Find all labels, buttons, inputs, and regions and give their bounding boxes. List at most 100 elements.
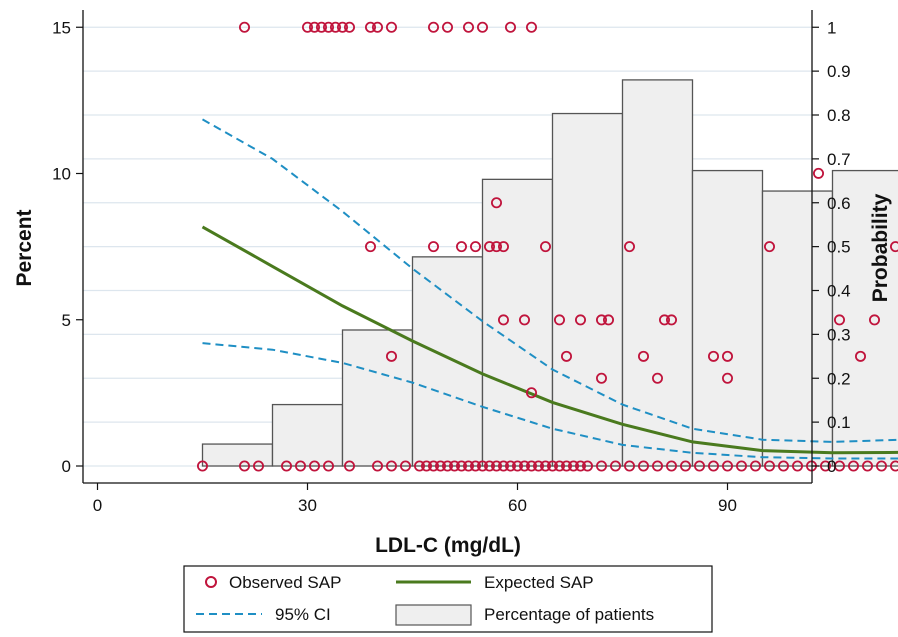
observed-point-zero-31 [554,460,566,472]
y2-tick-label-9: 0.9 [827,62,851,81]
observed-point-26 [364,241,376,253]
observed-point-zero-14 [434,460,446,472]
observed-point-zero-38 [624,460,636,472]
observed-point-16 [526,21,538,33]
histogram-bar-6 [621,79,694,467]
y2-tick-label-5: 0.5 [827,238,851,257]
observed-point-zero-11 [413,460,425,472]
observed-point-25 [497,241,509,253]
observed-point-37 [497,314,509,326]
observed-point-zero-22 [490,460,502,472]
observed-point-zero-25 [512,460,524,472]
x-tick-label-0: 0 [93,496,102,515]
observed-point-zero-5 [308,460,320,472]
observed-point-28 [455,241,467,253]
observed-point-40 [575,314,587,326]
observed-point-zero-10 [399,460,411,472]
observed-point-39 [554,314,566,326]
observed-point-zero-37 [610,460,622,472]
observed-point-42 [603,314,615,326]
observed-point-zero-44 [708,460,720,472]
histogram-bar-8 [761,190,834,467]
observed-point-14 [476,21,488,33]
tick-labels: 030609012015018021024027030005101500.10.… [52,18,851,515]
observed-point-zero-55 [862,460,874,472]
observed-point-zero-50 [792,460,804,472]
legend-bar-label: Percentage of patients [484,605,654,624]
observed-point-zero-32 [561,460,573,472]
observed-point-57 [722,372,734,384]
observed-point-zero-23 [497,460,509,472]
y-tick-label-0: 0 [62,457,71,476]
observed-point-zero-30 [547,460,559,472]
observed-point-zero-36 [596,460,608,472]
observed-point-zero-56 [876,460,888,472]
histogram-bar-1 [271,403,344,467]
observed-point-zero-49 [778,460,790,472]
observed-point-13 [462,21,474,33]
y2-tick-label-0: 0 [827,457,836,476]
observed-point-zero-21 [483,460,495,472]
observed-point-24 [490,241,502,253]
legend-observed-label: Observed SAP [229,573,341,592]
y2-tick-label-6: 0.6 [827,194,851,213]
observed-point-46 [869,314,881,326]
y-tick-label-3: 15 [52,18,71,37]
observed-point-1 [301,21,313,33]
observed-point-zero-29 [540,460,552,472]
observed-point-6 [336,21,348,33]
observed-point-zero-39 [638,460,650,472]
legend-bar-symbol [395,604,472,626]
observed-point-zero-26 [519,460,531,472]
observed-point-zero-9 [385,460,397,472]
observed-point-zero-15 [441,460,453,472]
y2-tick-label-7: 0.7 [827,150,851,169]
observed-point-52 [722,350,734,362]
x-tick-label-3: 90 [718,496,737,515]
legend-expected-label: Expected SAP [484,573,594,592]
observed-point-zero-48 [764,460,776,472]
observed-point-5 [329,21,341,33]
observed-point-zero-3 [280,460,292,472]
observed-point-9 [371,21,383,33]
observed-point-zero-6 [322,460,334,472]
observed-point-30 [624,241,636,253]
observed-point-53 [855,350,867,362]
histogram-bar-3 [411,256,484,467]
expected-line [201,225,898,455]
observed-point-23 [483,241,495,253]
y-axis-title: Percent [13,209,36,286]
y2-tick-label-3: 0.3 [827,325,851,344]
observed-point-50 [638,350,650,362]
observed-point-zero-8 [371,460,383,472]
observed-point-zero-12 [420,460,432,472]
observed-point-zero-52 [820,460,832,472]
observed-point-zero-1 [238,460,250,472]
observed-point-48 [385,350,397,362]
observed-point-zero-18 [462,460,474,472]
legend-box [183,565,713,633]
line-series [201,118,898,460]
observed-point-51 [708,350,720,362]
x-tick-label-1: 30 [298,496,317,515]
y-tick-label-1: 5 [62,311,71,330]
observed-point-zero-34 [575,460,587,472]
observed-point-32 [890,241,898,253]
observed-point-zero-35 [582,460,594,472]
y2-axis-title: Probability [869,193,892,302]
observed-point-36 [813,167,825,179]
observed-point-43 [659,314,671,326]
y2-tick-label-1: 0.1 [827,413,851,432]
y2-tick-label-4: 0.4 [827,282,851,301]
observed-point-41 [596,314,608,326]
observed-point-49 [561,350,573,362]
observed-point-22 [469,241,481,253]
observed-point-12 [441,21,453,33]
observed-point-27 [427,241,439,253]
observed-point-29 [540,241,552,253]
y2-tick-label-10: 1 [827,18,836,37]
observed-point-15 [504,21,516,33]
observed-point-zero-54 [848,460,860,472]
observed-points [196,21,898,472]
observed-point-10 [385,21,397,33]
